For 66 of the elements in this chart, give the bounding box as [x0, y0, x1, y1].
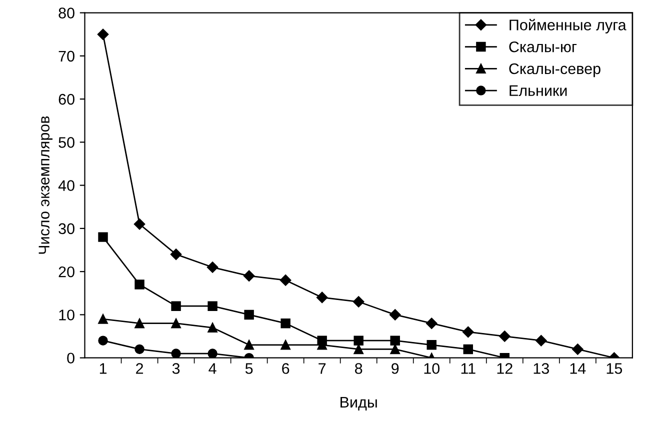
x-tick-label: 5: [245, 363, 253, 374]
y-axis-title: Число экземпляров: [38, 116, 52, 254]
x-tick-label: 3: [172, 363, 180, 374]
point: [171, 318, 181, 328]
y-tick-label: 30: [58, 223, 74, 234]
x-tick-label: 13: [534, 363, 549, 374]
point: [390, 344, 400, 354]
y-tick-label: 40: [58, 180, 74, 191]
point: [354, 336, 364, 346]
point: [572, 344, 584, 355]
point: [426, 340, 436, 350]
point: [134, 318, 144, 328]
point: [316, 292, 328, 304]
x-tick-label: 9: [392, 363, 399, 374]
y-tick-label: 50: [58, 137, 74, 148]
x-tick-label: 15: [606, 363, 622, 374]
point: [98, 314, 108, 324]
point: [426, 318, 438, 329]
point: [170, 248, 182, 260]
point: [171, 348, 181, 358]
legend-label: Скалы-юг: [509, 41, 577, 52]
point: [208, 348, 218, 358]
point: [243, 270, 255, 282]
point: [463, 344, 473, 354]
point: [390, 309, 401, 320]
point: [352, 296, 364, 308]
x-tick-label: 12: [497, 363, 512, 374]
point: [390, 336, 400, 346]
point: [98, 232, 108, 242]
point: [280, 340, 290, 350]
point: [244, 310, 254, 320]
x-tick-label: 4: [208, 363, 216, 374]
y-tick-label: 60: [58, 94, 74, 105]
point: [206, 262, 218, 273]
point: [171, 301, 181, 311]
point: [97, 28, 109, 40]
legend-label: Ельники: [510, 85, 567, 96]
x-tick-label: 2: [136, 363, 144, 374]
x-tick-label: 6: [282, 363, 290, 374]
y-tick-label: 10: [59, 310, 74, 320]
legend-label: Скалы-север: [509, 63, 600, 78]
x-tick-label: 1: [100, 363, 107, 374]
x-tick-label: 14: [570, 363, 586, 374]
y-tick-label: 80: [58, 8, 74, 18]
point: [208, 301, 218, 311]
legend-label: Пойменные луга: [510, 18, 626, 34]
point: [244, 340, 254, 350]
point: [536, 334, 547, 346]
point: [280, 318, 290, 328]
x-tick-label: 11: [461, 363, 476, 374]
point: [134, 280, 144, 290]
y-tick-label: 0: [67, 352, 74, 364]
point: [98, 336, 108, 346]
x-axis-title: Виды: [340, 396, 377, 411]
point: [499, 330, 510, 342]
point: [280, 274, 292, 286]
x-tick-label: 7: [318, 363, 326, 374]
x-tick-label: 10: [424, 363, 440, 374]
point: [134, 344, 144, 354]
point: [354, 344, 364, 354]
point: [462, 326, 474, 338]
point: [208, 322, 218, 333]
y-tick-label: 70: [58, 50, 74, 62]
point: [134, 218, 146, 230]
y-tick-label: 20: [58, 266, 74, 278]
x-tick-label: 8: [355, 363, 362, 374]
